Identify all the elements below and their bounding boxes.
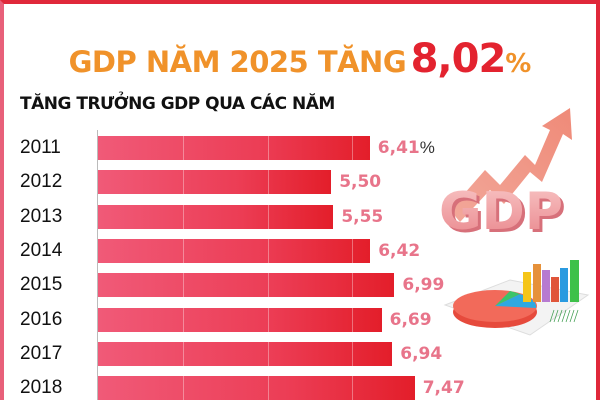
gridline <box>182 273 184 298</box>
gridline <box>182 170 184 195</box>
title-unit: % <box>505 49 532 79</box>
value-label: 6,69 <box>390 307 432 333</box>
bar <box>98 273 395 298</box>
value-label: 7,47 <box>423 375 465 401</box>
gridline <box>267 376 269 401</box>
gdp-art-text: GDP <box>442 185 566 245</box>
value-label: 5,55 <box>341 204 383 230</box>
bar <box>98 341 393 366</box>
bar <box>98 204 334 229</box>
bar-row: 2016 6,69 <box>0 307 600 333</box>
gridline <box>267 170 269 195</box>
gridline <box>182 238 184 263</box>
year-label: 2013 <box>20 205 63 227</box>
year-label: 2015 <box>20 274 63 296</box>
value-label: 6,42 <box>378 238 420 264</box>
value-text: 6,42 <box>378 240 421 261</box>
gridline <box>182 376 184 401</box>
bar-row: 2015 6,99 <box>0 272 600 298</box>
value-text: 6,94 <box>400 343 443 364</box>
gridline <box>352 136 354 160</box>
value-label: 6,99 <box>402 272 444 298</box>
bar-row: 2011 6,41% <box>0 135 600 161</box>
value-text: 7,47 <box>422 378 465 399</box>
title-prefix: GDP NĂM 2025 TĂNG <box>68 45 407 79</box>
title-value: 8,02 <box>410 36 507 82</box>
bar-row: 2017 6,94 <box>0 341 600 367</box>
value-text: 5,50 <box>339 172 382 193</box>
page-title: GDP NĂM 2025 TĂNG 8,02% <box>0 36 600 82</box>
bar <box>98 170 332 195</box>
gridline <box>352 341 354 366</box>
gridline <box>352 376 354 401</box>
gridline <box>182 307 184 332</box>
gridline <box>182 136 184 160</box>
value-unit: % <box>419 138 435 157</box>
gridline <box>182 204 184 229</box>
gridline <box>267 273 269 298</box>
gridline <box>267 136 269 160</box>
value-label: 6,41% <box>378 135 435 161</box>
bar <box>98 307 382 332</box>
gridline <box>352 273 354 298</box>
bar-row: 2012 5,50 <box>0 169 600 195</box>
value-label: 5,50 <box>339 169 381 195</box>
bar-row: 2013 5,55 <box>0 204 600 230</box>
gridline <box>267 238 269 263</box>
year-label: 2011 <box>20 137 61 158</box>
value-text: 5,55 <box>341 206 384 227</box>
bar-row: 2018 7,47 <box>0 375 600 401</box>
gridline <box>267 341 269 366</box>
year-label: 2012 <box>20 171 63 193</box>
gdp-arrow-up-icon: GDP GDP <box>439 108 572 245</box>
pie-bar-chart-icon <box>443 260 590 336</box>
y-axis-line <box>97 130 98 400</box>
year-label: 2018 <box>20 377 63 399</box>
year-label: 2014 <box>20 239 63 261</box>
gridline <box>352 238 354 263</box>
chart-subtitle: TĂNG TRƯỞNG GDP QUA CÁC NĂM <box>20 94 335 114</box>
bar <box>98 238 371 263</box>
gridline <box>267 204 269 229</box>
bar-row: 2014 6,42 <box>0 238 600 264</box>
value-text: 6,41 <box>377 138 420 158</box>
bar <box>98 376 415 401</box>
value-label: 6,94 <box>400 341 442 367</box>
year-label: 2017 <box>20 342 63 364</box>
gridline <box>352 307 354 332</box>
value-text: 6,69 <box>389 309 432 330</box>
svg-text:GDP: GDP <box>439 182 563 242</box>
value-text: 6,99 <box>402 275 445 296</box>
bar <box>98 136 370 160</box>
gridline <box>182 341 184 366</box>
year-label: 2016 <box>20 308 63 330</box>
gridline <box>267 307 269 332</box>
